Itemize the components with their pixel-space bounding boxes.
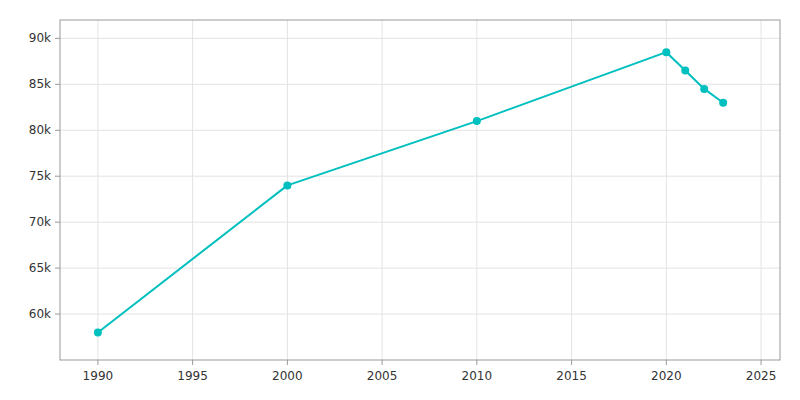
tick-y: [55, 84, 60, 85]
plot-frame: [60, 20, 780, 360]
tick-x: [287, 360, 288, 365]
tick-label-x: 2005: [367, 369, 398, 383]
point: [719, 99, 727, 107]
point: [681, 67, 689, 75]
series: [94, 48, 727, 336]
grid-line-x: [97, 20, 98, 360]
chart-container: 1990 1995 2000 2005 2010 2015 2020 2025 60k 65k 70…: [0, 0, 800, 400]
tick-label-x: 2015: [556, 369, 587, 383]
grid-line-x: [287, 20, 288, 360]
tick-label-x: 1990: [83, 369, 114, 383]
tick-label-y: 70k: [29, 215, 51, 229]
tick-label-y: 60k: [29, 307, 51, 321]
grid-line-y: [60, 38, 780, 39]
tick-label-x: 2020: [651, 369, 682, 383]
tick-label-y: 85k: [29, 77, 51, 91]
tick-y: [55, 314, 60, 315]
tick-x: [382, 360, 383, 365]
point: [473, 117, 481, 125]
tick-label-y: 80k: [29, 123, 51, 137]
grid-line-y: [60, 314, 780, 315]
tick-label-y: 65k: [29, 261, 51, 275]
tick-y: [55, 38, 60, 39]
grid-line-x: [192, 20, 193, 360]
tick-x: [476, 360, 477, 365]
grid-line-x: [666, 20, 667, 360]
grid-line-x: [382, 20, 383, 360]
tick-label-x: 2025: [746, 369, 777, 383]
grid: [60, 20, 780, 360]
tick-y: [55, 268, 60, 269]
tick-x: [761, 360, 762, 365]
grid-line-x: [476, 20, 477, 360]
tick-x: [666, 360, 667, 365]
tick-x: [192, 360, 193, 365]
point: [662, 48, 670, 56]
tick-x: [571, 360, 572, 365]
tick-label-y: 90k: [29, 31, 51, 45]
tick-y: [55, 176, 60, 177]
point: [94, 328, 102, 336]
grid-line-y: [60, 176, 780, 177]
tick-y: [55, 222, 60, 223]
tick-label-x: 2010: [462, 369, 493, 383]
point: [283, 181, 291, 189]
line: [98, 52, 723, 332]
grid-line-x: [571, 20, 572, 360]
tick-label-y: 75k: [29, 169, 51, 183]
grid-line-y: [60, 130, 780, 131]
grid-line-y: [60, 84, 780, 85]
tick-label-x: 2000: [272, 369, 303, 383]
tick-label-x: 1995: [177, 369, 208, 383]
tick-x: [97, 360, 98, 365]
tick-y: [55, 130, 60, 131]
chart: 1990 1995 2000 2005 2010 2015 2020 2025 60k 65k 70…: [0, 0, 800, 400]
point: [700, 85, 708, 93]
axes: 1990 1995 2000 2005 2010 2015 2020 2025 60k 65k 70…: [29, 31, 777, 383]
grid-line-x: [761, 20, 762, 360]
grid-line-y: [60, 268, 780, 269]
grid-line-y: [60, 222, 780, 223]
